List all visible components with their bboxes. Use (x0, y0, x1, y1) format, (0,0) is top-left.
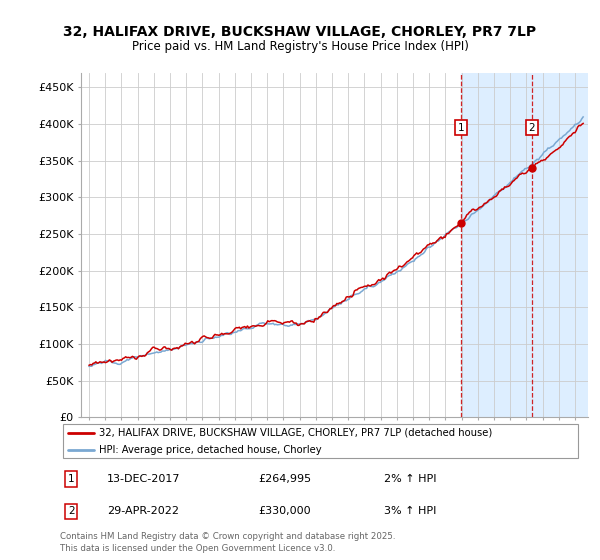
Text: 2: 2 (529, 123, 535, 133)
Text: 1: 1 (68, 474, 74, 484)
Text: 32, HALIFAX DRIVE, BUCKSHAW VILLAGE, CHORLEY, PR7 7LP (detached house): 32, HALIFAX DRIVE, BUCKSHAW VILLAGE, CHO… (99, 427, 493, 437)
Text: Price paid vs. HM Land Registry's House Price Index (HPI): Price paid vs. HM Land Registry's House … (131, 40, 469, 53)
Text: 3% ↑ HPI: 3% ↑ HPI (383, 506, 436, 516)
Text: 13-DEC-2017: 13-DEC-2017 (107, 474, 181, 484)
Text: 2: 2 (68, 506, 74, 516)
Text: £264,995: £264,995 (259, 474, 311, 484)
Text: HPI: Average price, detached house, Chorley: HPI: Average price, detached house, Chor… (99, 445, 322, 455)
Text: 29-APR-2022: 29-APR-2022 (107, 506, 179, 516)
Text: Contains HM Land Registry data © Crown copyright and database right 2025.
This d: Contains HM Land Registry data © Crown c… (60, 533, 395, 553)
Text: 1: 1 (458, 123, 464, 133)
Text: 2% ↑ HPI: 2% ↑ HPI (383, 474, 436, 484)
Text: 32, HALIFAX DRIVE, BUCKSHAW VILLAGE, CHORLEY, PR7 7LP: 32, HALIFAX DRIVE, BUCKSHAW VILLAGE, CHO… (64, 25, 536, 39)
FancyBboxPatch shape (62, 424, 578, 459)
Bar (461, 73, 588, 417)
Text: £330,000: £330,000 (259, 506, 311, 516)
